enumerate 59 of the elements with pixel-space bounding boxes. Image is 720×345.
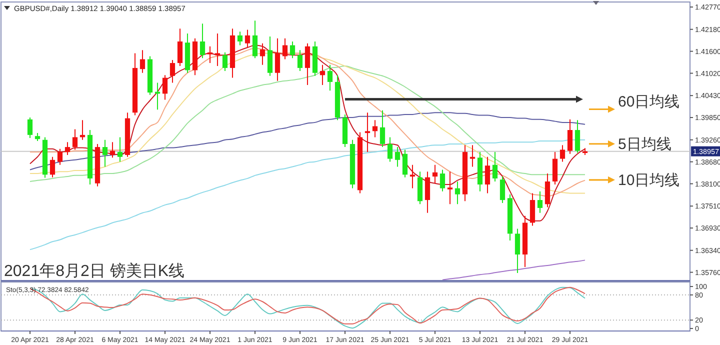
text: 2021年8月2日 镑美日K线 [4,262,185,280]
candlestick [402,149,408,178]
candlestick [372,120,378,138]
candlestick [432,164,438,184]
candlestick [244,29,250,48]
line-series [30,66,586,182]
candlestick [424,171,430,214]
candlestick [470,144,476,168]
candlestick [27,117,33,138]
candlestick [207,46,213,64]
candlestick [252,20,258,59]
candlestick [162,74,168,100]
candlestick [380,110,386,148]
candlestick [222,52,228,72]
candlestick [447,171,453,205]
candlestick [394,146,400,168]
candlestick [454,180,460,205]
candlestick [140,50,146,74]
candlestick [237,31,243,46]
candlestick [500,176,506,204]
candlestick [200,23,206,59]
candlestick [492,151,498,182]
text: 5日均线 [618,136,672,153]
candlestick [72,128,78,150]
candlestick [50,156,56,178]
text: 10日均线 [618,172,680,189]
candlestick [170,60,176,84]
candlestick [297,50,303,72]
candlestick [560,144,566,162]
candlestick [320,64,326,86]
candlestick [544,173,550,208]
candlestick [552,151,558,186]
candlestick [537,190,543,214]
text: 60日均线 [618,93,680,110]
candlestick [304,42,310,86]
candlestick [417,171,423,205]
candlestick [290,40,296,59]
candlestick [177,28,183,67]
candlestick [274,38,280,82]
candlestick [574,120,580,154]
candlestick [64,142,70,156]
candlestick [530,192,536,226]
candlestick [117,136,123,162]
candlestick [387,136,393,162]
candlestick [282,38,288,60]
candlestick [327,64,333,92]
candlestick [57,148,63,166]
candlestick [440,169,446,192]
candlestick [364,112,370,152]
candlestick [484,156,490,194]
candlestick [267,36,273,76]
line-series [442,260,586,280]
candlestick [110,142,116,158]
candlestick [514,228,520,274]
candlestick [567,118,573,154]
candlestick [260,42,266,66]
candlestick [214,33,220,67]
candlestick [410,164,416,189]
candlestick [102,139,108,168]
